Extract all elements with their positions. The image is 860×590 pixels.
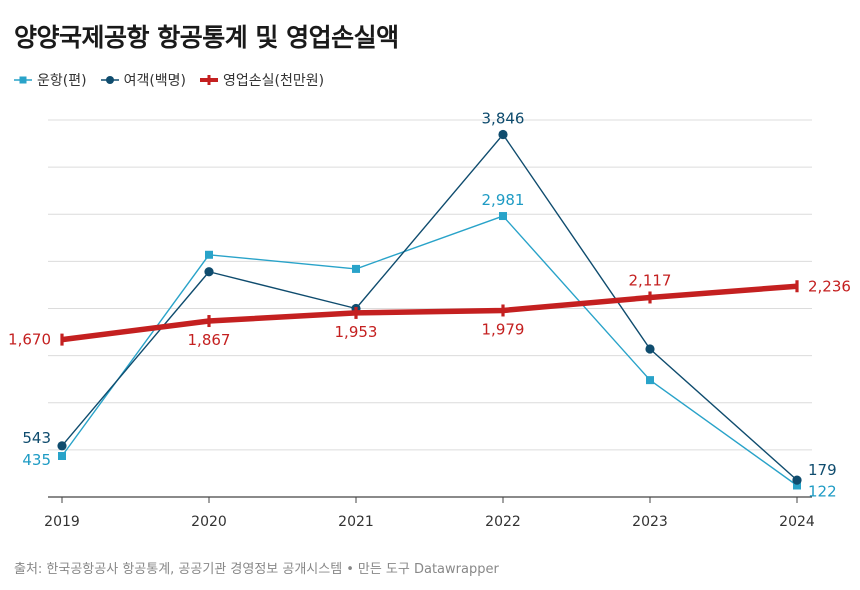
point-flights bbox=[205, 250, 213, 259]
point-flights bbox=[352, 264, 360, 273]
data-label-loss: 1,953 bbox=[335, 323, 378, 341]
data-label-loss: 2,236 bbox=[808, 277, 851, 295]
x-tick-label: 2022 bbox=[485, 514, 521, 530]
source-text: 출처: 한국공항공사 항공통계, 공공기관 경영정보 공개시스템 bbox=[14, 562, 343, 577]
legend-item-loss: 영업손실(천만원) bbox=[200, 70, 324, 90]
point-passengers bbox=[645, 344, 655, 354]
point-passengers bbox=[204, 267, 214, 277]
series-line-flights bbox=[61, 215, 798, 487]
point-passengers bbox=[498, 129, 508, 140]
data-label-loss: 1,670 bbox=[8, 331, 51, 349]
legend-label-passengers: 여객(백명) bbox=[123, 73, 187, 89]
x-tick-label: 2020 bbox=[191, 514, 227, 530]
point-passengers bbox=[57, 441, 67, 451]
x-tick-label: 2023 bbox=[632, 514, 668, 530]
data-label-loss: 1,867 bbox=[188, 331, 231, 349]
point-flights bbox=[646, 376, 654, 385]
data-label-loss: 1,979 bbox=[482, 320, 525, 338]
series-line-passengers bbox=[61, 133, 798, 481]
data-label-passengers: 3,846 bbox=[482, 110, 525, 128]
legend-label-loss: 영업손실(천만원) bbox=[223, 73, 325, 89]
chart-title: 양양국제공항 항공통계 및 영업손실액 bbox=[14, 23, 399, 52]
point-passengers bbox=[792, 475, 802, 485]
data-label-flights: 2,981 bbox=[482, 191, 525, 209]
data-label-passengers: 179 bbox=[808, 461, 837, 479]
separator-dot: • bbox=[346, 562, 354, 577]
legend-item-passengers: 여객(백명) bbox=[100, 70, 187, 90]
legend-cross-line-icon bbox=[200, 75, 219, 85]
data-label-passengers: 543 bbox=[22, 429, 51, 447]
credit-text: 만든 도구 Datawrapper bbox=[357, 562, 499, 577]
data-label-loss: 2,117 bbox=[629, 271, 672, 289]
legend: 운항(편) 여객(백명) 영업손실(천만원) bbox=[14, 70, 324, 90]
source-note: 출처: 한국공항공사 항공통계, 공공기관 경영정보 공개시스템 • 만든 도구 D… bbox=[14, 558, 499, 577]
point-flights bbox=[793, 481, 801, 490]
x-tick-label: 2024 bbox=[779, 514, 815, 530]
data-label-flights: 435 bbox=[22, 451, 51, 469]
legend-square-line-icon bbox=[14, 76, 32, 84]
point-flights bbox=[58, 452, 66, 461]
x-tick-label: 2021 bbox=[338, 514, 374, 530]
legend-label-flights: 운항(편) bbox=[37, 73, 87, 89]
point-flights bbox=[499, 212, 507, 221]
data-label-flights: 122 bbox=[808, 483, 837, 501]
legend-circle-line-icon bbox=[100, 76, 119, 84]
series-line-loss bbox=[61, 283, 798, 343]
x-tick-label: 2019 bbox=[44, 514, 80, 530]
legend-item-flights: 운항(편) bbox=[14, 70, 87, 90]
